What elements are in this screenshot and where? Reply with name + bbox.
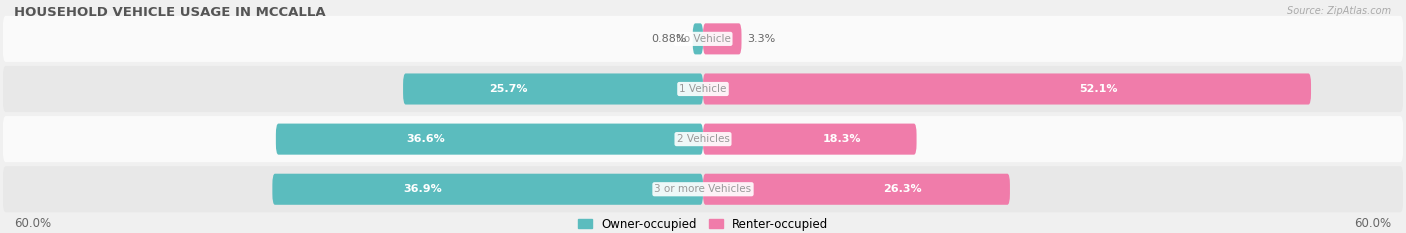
FancyBboxPatch shape	[703, 23, 741, 55]
FancyBboxPatch shape	[276, 123, 703, 155]
Text: 60.0%: 60.0%	[1354, 217, 1392, 230]
Text: 3.3%: 3.3%	[748, 34, 776, 44]
Text: 25.7%: 25.7%	[489, 84, 527, 94]
Text: No Vehicle: No Vehicle	[675, 34, 731, 44]
FancyBboxPatch shape	[693, 23, 703, 55]
Text: 2 Vehicles: 2 Vehicles	[676, 134, 730, 144]
Text: 0.88%: 0.88%	[651, 34, 688, 44]
Text: 18.3%: 18.3%	[823, 134, 860, 144]
FancyBboxPatch shape	[703, 174, 1010, 205]
Text: 60.0%: 60.0%	[14, 217, 52, 230]
Legend: Owner-occupied, Renter-occupied: Owner-occupied, Renter-occupied	[578, 218, 828, 231]
Text: 26.3%: 26.3%	[883, 184, 922, 194]
Text: HOUSEHOLD VEHICLE USAGE IN MCCALLA: HOUSEHOLD VEHICLE USAGE IN MCCALLA	[14, 6, 326, 19]
Text: 52.1%: 52.1%	[1078, 84, 1118, 94]
FancyBboxPatch shape	[273, 174, 703, 205]
FancyBboxPatch shape	[3, 166, 1403, 212]
FancyBboxPatch shape	[703, 73, 1310, 105]
FancyBboxPatch shape	[404, 73, 703, 105]
FancyBboxPatch shape	[3, 16, 1403, 62]
FancyBboxPatch shape	[3, 66, 1403, 112]
Text: 36.9%: 36.9%	[404, 184, 443, 194]
Text: 36.6%: 36.6%	[406, 134, 444, 144]
Text: 3 or more Vehicles: 3 or more Vehicles	[654, 184, 752, 194]
FancyBboxPatch shape	[703, 123, 917, 155]
FancyBboxPatch shape	[3, 116, 1403, 162]
Text: 1 Vehicle: 1 Vehicle	[679, 84, 727, 94]
Text: Source: ZipAtlas.com: Source: ZipAtlas.com	[1288, 6, 1392, 16]
